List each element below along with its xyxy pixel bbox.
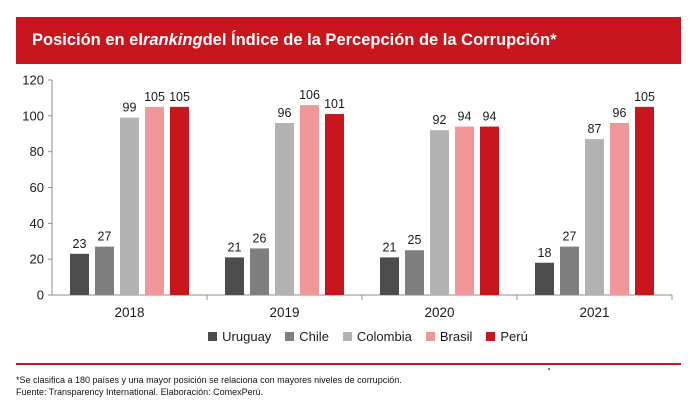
bar-chile-2018: [95, 246, 114, 295]
title-text-italic: ranking: [142, 31, 203, 49]
bar-uruguay-2018: [70, 253, 89, 295]
data-label: 18: [538, 246, 552, 260]
data-label: 21: [383, 240, 397, 254]
bar-uruguay-2020: [380, 257, 399, 295]
data-label: 101: [324, 97, 345, 111]
y-tick-label: 0: [37, 288, 44, 303]
legend-label: Colombia: [356, 328, 412, 344]
bar-perú-2019: [325, 114, 344, 296]
x-category-label: 2021: [579, 305, 609, 320]
bar-chart: 0 20 40 60 80 100 120 23 27 99 105 105 2018 21 26 96 106…: [22, 73, 673, 320]
bar-perú-2020: [480, 126, 499, 295]
data-label: 94: [483, 110, 497, 124]
title-text-2: del Índice de la Percepción de la Corrup…: [202, 31, 557, 49]
legend-swatch: [486, 331, 496, 341]
data-label: 25: [408, 233, 422, 247]
y-tick-label: 20: [30, 252, 44, 267]
data-label: 27: [98, 230, 112, 244]
y-tick-label: 80: [30, 144, 44, 159]
bar-brasil-2020: [455, 126, 474, 295]
bar-uruguay-2019: [225, 257, 244, 295]
legend-swatch: [285, 331, 295, 341]
title-text-1: Posición en el: [32, 31, 143, 49]
data-label: 94: [458, 110, 472, 124]
legend-item: Brasil: [425, 328, 473, 344]
footer-divider: [16, 363, 681, 365]
bar-colombia-2019: [275, 123, 294, 295]
footnote-source: Fuente: Transparency International. Elab…: [16, 387, 264, 397]
legend-swatch: [342, 331, 352, 341]
bar-colombia-2018: [120, 117, 139, 295]
chart-title-banner: Posición en el ranking del Índice de la …: [16, 17, 681, 64]
data-label: 23: [73, 237, 87, 251]
footnote: *Se clasifica a 180 países y una mayor p…: [16, 374, 402, 398]
bar-uruguay-2021: [535, 262, 554, 295]
data-label: 106: [299, 88, 320, 102]
bar-brasil-2018: [145, 106, 164, 295]
legend-label: Brasil: [439, 328, 473, 344]
legend-label: Chile: [299, 328, 329, 344]
bar-perú-2021: [635, 106, 654, 295]
bar-colombia-2020: [430, 130, 449, 295]
bar-chile-2021: [560, 246, 579, 295]
legend-item: Perú: [486, 328, 528, 344]
bar-perú-2018: [170, 106, 189, 295]
y-tick-label: 120: [22, 73, 44, 88]
y-tick-label: 100: [22, 108, 44, 123]
decorative-dot: [548, 368, 550, 370]
data-label: 96: [613, 106, 627, 120]
data-label: 105: [169, 90, 190, 104]
data-label: 26: [253, 231, 267, 245]
legend-item: Chile: [285, 329, 329, 344]
bar-chile-2020: [405, 250, 424, 295]
x-category-label: 2020: [424, 305, 454, 320]
legend-swatch: [425, 331, 435, 341]
data-label: 87: [588, 122, 602, 136]
data-label: 21: [228, 240, 242, 254]
data-label: 27: [563, 230, 577, 244]
legend-item: Uruguay: [208, 329, 271, 344]
x-category-label: 2018: [114, 305, 144, 320]
legend-label: Uruguay: [222, 328, 272, 344]
legend-label: Perú: [500, 328, 528, 344]
data-label: 99: [123, 101, 137, 115]
y-tick-label: 60: [30, 180, 44, 195]
footnote-note: *Se clasifica a 180 países y una mayor p…: [16, 375, 402, 385]
bar-brasil-2021: [610, 123, 629, 295]
data-label: 105: [634, 90, 655, 104]
bar-colombia-2021: [585, 139, 604, 295]
legend-item: Colombia: [342, 328, 412, 344]
data-label: 92: [433, 113, 447, 127]
legend-swatch: [208, 331, 218, 341]
y-tick-label: 40: [30, 216, 44, 231]
chart-legend: Uruguay Chile Colombia Brasil Perú: [0, 326, 696, 346]
x-category-label: 2019: [269, 305, 299, 320]
data-label: 105: [144, 90, 165, 104]
data-label: 96: [278, 106, 292, 120]
bar-chile-2019: [250, 248, 269, 295]
bar-brasil-2019: [300, 105, 319, 295]
